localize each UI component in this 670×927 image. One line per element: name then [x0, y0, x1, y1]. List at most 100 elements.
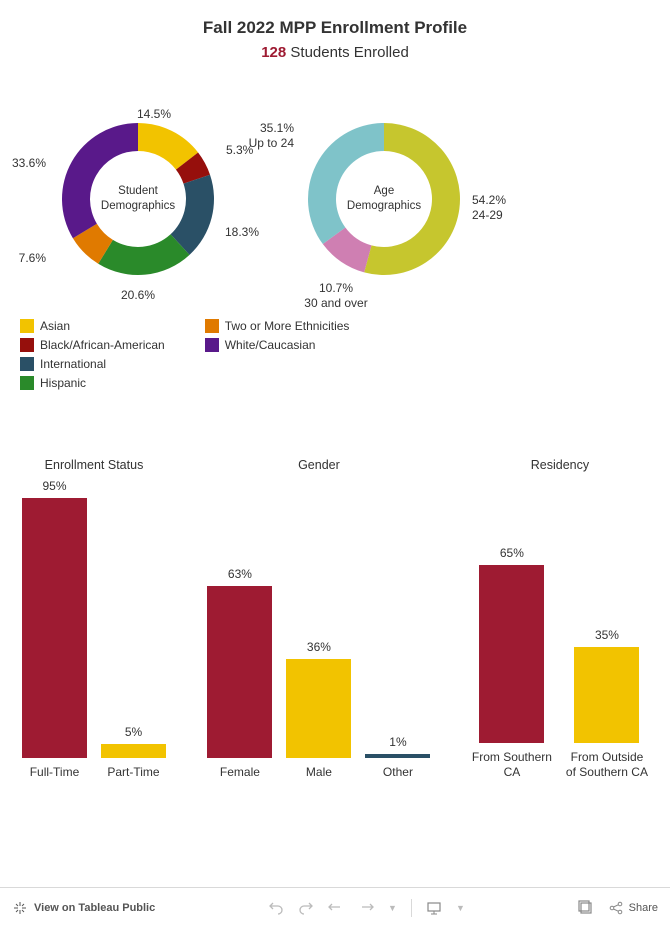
student-count: 128 [261, 44, 286, 61]
donut-slice-label: 7.6% [19, 251, 46, 266]
bar-column: 5% Part-Time [101, 725, 166, 780]
donut-row: Student Demographics 14.5%5.3%18.3%20.6%… [0, 121, 670, 277]
donut-slice-label: 33.6% [12, 156, 46, 171]
bar[interactable] [574, 647, 639, 743]
bar-value-label: 35% [595, 628, 619, 642]
bar[interactable] [479, 565, 544, 743]
legend-item[interactable]: International [20, 357, 165, 371]
chevron-down-icon[interactable]: ▼ [388, 903, 397, 913]
bar-plot: 95%Full-Time5%Part-Time [22, 490, 166, 780]
bar-column: 1% Other [365, 735, 430, 780]
legend-label: Black/African-American [40, 338, 165, 352]
bar-chart: Gender 63% Female 36% Male 1% Other [207, 458, 430, 780]
donut-slice-label: 14.5% [137, 107, 171, 122]
donut-slice-label: 20.6% [121, 288, 155, 303]
age-demographics-donut: Age Demographics 54.2%24-2910.7%30 and o… [306, 121, 462, 277]
page-title: Fall 2022 MPP Enrollment Profile [0, 18, 670, 38]
replay-icon[interactable] [358, 900, 374, 916]
legend-label: Hispanic [40, 376, 86, 390]
bar-charts-row: Enrollment Status 95% Full-Time 5% Part-Time… [0, 458, 670, 780]
subtitle: 128 Students Enrolled [0, 44, 670, 61]
legend-swatch [20, 338, 34, 352]
legend-swatch [20, 319, 34, 333]
view-on-tableau-label: View on Tableau Public [34, 902, 155, 914]
bar-category-label: Male [306, 765, 332, 780]
legend-col2: Two or More Ethnicities White/Caucasian [205, 319, 350, 390]
download-icon[interactable] [578, 900, 594, 916]
header: Fall 2022 MPP Enrollment Profile 128 Stu… [0, 0, 670, 61]
donut-slice-label: 18.3% [225, 225, 259, 240]
bar-category-label: Female [220, 765, 260, 780]
donut-slice[interactable] [62, 123, 138, 238]
bar-column: 95% Full-Time [22, 479, 87, 780]
view-on-tableau[interactable]: View on Tableau Public [12, 900, 155, 916]
bar-value-label: 65% [500, 546, 524, 560]
donut-slice-label: 54.2%24-29 [472, 193, 506, 223]
bar-chart-title: Enrollment Status [45, 458, 144, 472]
donut-slice-label: 35.1%Up to 24 [249, 121, 294, 151]
tableau-logo-icon [12, 900, 28, 916]
share-button[interactable]: Share [608, 900, 658, 916]
redo-icon[interactable] [298, 900, 314, 916]
bar-chart: Residency 65% From SouthernCA 35% From Outsi… [472, 458, 648, 780]
bar-category-label: Full-Time [30, 765, 80, 780]
revert-icon[interactable] [328, 900, 344, 916]
share-label: Share [629, 902, 658, 914]
bar-value-label: 95% [42, 479, 66, 493]
bar-value-label: 36% [307, 640, 331, 654]
donut1-center: Student Demographics [101, 184, 175, 214]
bar-column: 63% Female [207, 567, 272, 780]
toolbar-center: ▼ ▼ [155, 899, 577, 917]
tableau-toolbar: View on Tableau Public ▼ ▼ Share [0, 887, 670, 927]
chevron-down-icon-2[interactable]: ▼ [456, 903, 465, 913]
bar[interactable] [365, 754, 430, 758]
bar-value-label: 1% [389, 735, 406, 749]
bar-category-label: From Outsideof Southern CA [566, 750, 648, 780]
bar[interactable] [207, 586, 272, 758]
bar-category-label: Other [383, 765, 413, 780]
student-count-suffix: Students Enrolled [290, 44, 408, 61]
donut2-center: Age Demographics [347, 184, 421, 214]
bar-category-label: Part-Time [107, 765, 159, 780]
donut2-center-l1: Age [347, 184, 421, 199]
separator [411, 899, 412, 917]
legend: Asian Black/African-American International… [0, 319, 420, 390]
share-icon [608, 900, 624, 916]
legend-item[interactable]: Hispanic [20, 376, 165, 390]
legend-item[interactable]: Black/African-American [20, 338, 165, 352]
donut2-center-l2: Demographics [347, 199, 421, 214]
bar-chart: Enrollment Status 95% Full-Time 5% Part-Time [22, 458, 166, 780]
legend-col1: Asian Black/African-American International… [20, 319, 165, 390]
bar[interactable] [22, 498, 87, 758]
legend-item[interactable]: Two or More Ethnicities [205, 319, 350, 333]
bar-column: 35% From Outsideof Southern CA [566, 628, 648, 780]
legend-label: International [40, 357, 106, 371]
donut-slice-label: 10.7%30 and over [304, 281, 367, 311]
legend-label: Asian [40, 319, 70, 333]
legend-label: Two or More Ethnicities [225, 319, 350, 333]
bar-category-label: From SouthernCA [472, 750, 552, 780]
bar-column: 65% From SouthernCA [472, 546, 552, 780]
bar[interactable] [286, 659, 351, 758]
bar-chart-title: Residency [531, 458, 589, 472]
legend-swatch [20, 357, 34, 371]
bar-column: 36% Male [286, 640, 351, 780]
student-demographics-donut: Student Demographics 14.5%5.3%18.3%20.6%… [60, 121, 216, 277]
legend-swatch [20, 376, 34, 390]
donut1-center-l2: Demographics [101, 199, 175, 214]
bar[interactable] [101, 744, 166, 758]
bar-chart-title: Gender [298, 458, 340, 472]
legend-label: White/Caucasian [225, 338, 316, 352]
toolbar-right: Share [578, 900, 658, 916]
bar-value-label: 63% [228, 567, 252, 581]
donut1-center-l1: Student [101, 184, 175, 199]
legend-swatch [205, 338, 219, 352]
undo-icon[interactable] [268, 900, 284, 916]
legend-item[interactable]: Asian [20, 319, 165, 333]
legend-item[interactable]: White/Caucasian [205, 338, 350, 352]
bar-plot: 65% From SouthernCA 35% From Outsideof Sout… [472, 490, 648, 780]
presentation-icon[interactable] [426, 900, 442, 916]
bar-plot: 63% Female 36% Male 1% Other [207, 490, 430, 780]
legend-swatch [205, 319, 219, 333]
bar-value-label: 5% [125, 725, 142, 739]
